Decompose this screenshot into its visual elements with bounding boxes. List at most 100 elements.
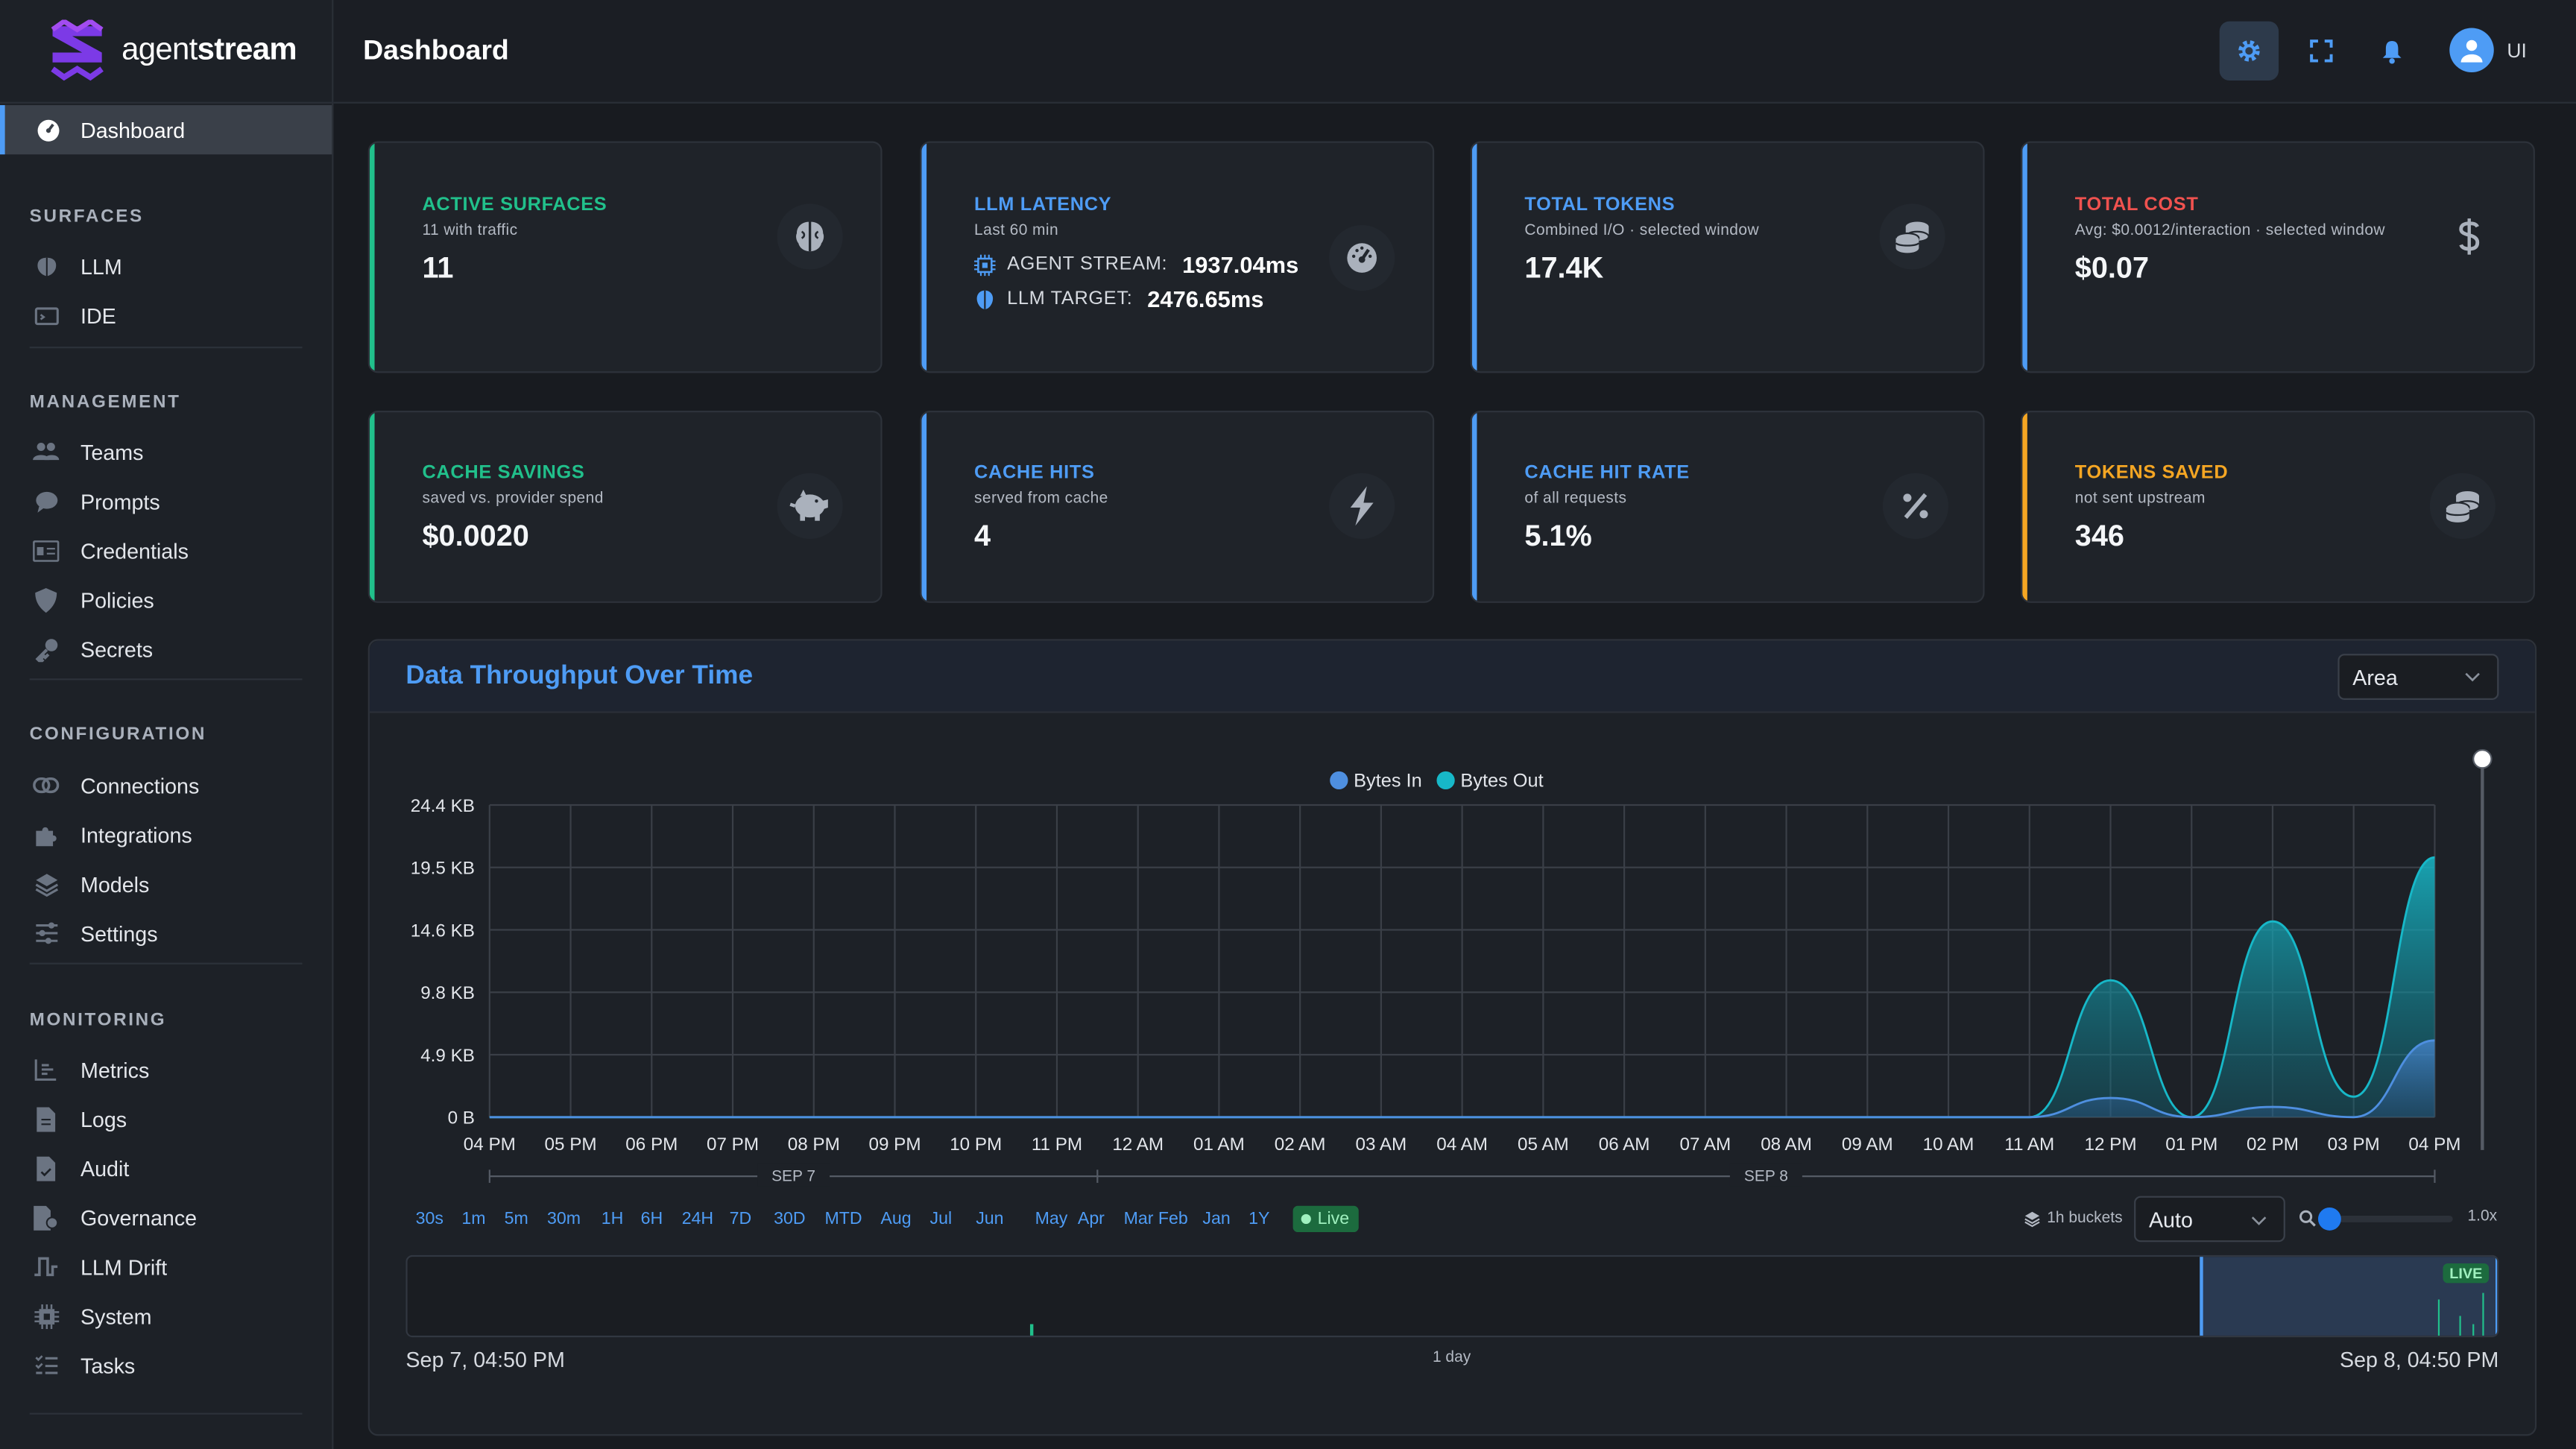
card-title: CACHE HITS	[974, 463, 1095, 484]
sidebar-item-dashboard[interactable]: Dashboard	[0, 105, 332, 155]
sidebar-item-settings[interactable]: Settings	[33, 917, 158, 950]
card-subtitle: Last 60 min	[974, 221, 1059, 240]
card-total-cost[interactable]: TOTAL COST Avg: $0.0012/interaction · se…	[2021, 141, 2535, 373]
range-button-feb[interactable]: Feb	[1158, 1209, 1188, 1229]
dashboard-icon	[37, 119, 60, 141]
card-subtitle: Avg: $0.0012/interaction · selected wind…	[2074, 221, 2385, 240]
range-button-30d[interactable]: 30D	[774, 1209, 806, 1229]
sidebar-item-llm-drift[interactable]: LLM Drift	[33, 1250, 167, 1283]
sidebar-item-audit[interactable]: Audit	[33, 1152, 129, 1184]
bucket-size-select[interactable]: Auto	[2134, 1196, 2285, 1243]
sidebar-item-prompts[interactable]: Prompts	[33, 484, 160, 517]
sidebar-item-label: Logs	[80, 1106, 127, 1131]
sidebar-item-label: System	[80, 1303, 152, 1329]
card-cache-savings[interactable]: CACHE SAVINGS saved vs. provider spend $…	[367, 411, 883, 603]
card-tokens-saved[interactable]: TOKENS SAVED not sent upstream 346	[2021, 411, 2535, 603]
y-tick-label: 19.5 KB	[411, 859, 475, 879]
sidebar-item-label: Connections	[80, 773, 200, 798]
fullscreen-button[interactable]	[2292, 22, 2351, 80]
section-title-monitoring: MONITORING	[29, 1010, 167, 1030]
throughput-panel: Data Throughput Over Time Area 0 B 4.9 KB…	[367, 639, 2537, 1436]
sidebar-item-connections[interactable]: Connections	[33, 769, 199, 802]
card-accent-bar	[1471, 412, 1477, 602]
sidebar-item-label: IDE	[80, 303, 116, 328]
range-button-mtd[interactable]: MTD	[824, 1209, 862, 1229]
sidebar-item-llm[interactable]: LLM	[33, 250, 122, 282]
range-button-6h[interactable]: 6H	[640, 1209, 663, 1229]
sidebar-item-ide[interactable]: IDE	[33, 299, 116, 332]
card-subtitle: 11 with traffic	[422, 221, 518, 240]
card-total-tokens[interactable]: TOTAL TOKENS Combined I/O · selected win…	[1470, 141, 1985, 373]
sidebar-item-label: Governance	[80, 1205, 198, 1230]
card-cache-hits[interactable]: CACHE HITS served from cache 4	[920, 411, 1435, 603]
range-button-1m[interactable]: 1m	[461, 1209, 486, 1229]
section-title-surfaces: SURFACES	[29, 206, 144, 227]
divider	[29, 678, 303, 681]
card-llm-latency[interactable]: LLM LATENCY Last 60 min AGENT STREAM: 19…	[920, 141, 1435, 373]
sidebar-item-integrations[interactable]: Integrations	[33, 818, 192, 851]
card-active-surfaces[interactable]: ACTIVE SURFACES 11 with traffic 11	[367, 141, 883, 373]
card-value: 5.1%	[1524, 519, 1592, 552]
sidebar-item-credentials[interactable]: Credentials	[33, 534, 189, 566]
date-label-bg	[757, 1163, 830, 1187]
chart-type-select[interactable]: Area	[2337, 654, 2499, 700]
x-tick-label: 11 PM	[1032, 1134, 1082, 1155]
notifications-button[interactable]	[2362, 22, 2421, 80]
zoom-icon	[2299, 1210, 2316, 1227]
sidebar-item-governance[interactable]: Governance	[33, 1201, 197, 1234]
sidebar-item-teams[interactable]: Teams	[33, 435, 143, 468]
piggy-bank-icon	[777, 473, 843, 539]
range-button-1h[interactable]: 1H	[601, 1209, 624, 1229]
minimap-spike	[2459, 1316, 2461, 1336]
range-button-mar[interactable]: Mar	[1123, 1209, 1154, 1229]
card-subtitle: of all requests	[1524, 489, 1627, 508]
range-button-5m[interactable]: 5m	[504, 1209, 528, 1229]
range-button-7d[interactable]: 7D	[729, 1209, 752, 1229]
range-button-30m[interactable]: 30m	[546, 1209, 581, 1229]
range-button-jun[interactable]: Jun	[976, 1209, 1004, 1229]
legend-marker	[1330, 771, 1348, 790]
zoom-value: 1.0x	[2467, 1208, 2498, 1226]
x-tick-label: 03 AM	[1356, 1134, 1407, 1155]
time-range-minimap[interactable]: LIVE	[405, 1254, 2499, 1338]
sidebar-item-secrets[interactable]: Secrets	[33, 633, 153, 666]
gavel-icon	[33, 1205, 59, 1231]
live-button[interactable]: Live	[1292, 1205, 1360, 1233]
y-tick-label: 4.9 KB	[420, 1046, 475, 1066]
card-accent-bar	[2022, 412, 2027, 602]
minimap-selection-window[interactable]: LIVE	[2200, 1257, 2498, 1336]
zoom-slider[interactable]	[2317, 1208, 2453, 1231]
sidebar-item-policies[interactable]: Policies	[33, 583, 154, 616]
range-button-aug[interactable]: Aug	[880, 1209, 912, 1229]
settings-button[interactable]	[2219, 21, 2279, 81]
range-button-24h[interactable]: 24H	[681, 1209, 714, 1229]
zoom-slider-thumb[interactable]	[2317, 1208, 2341, 1231]
brand[interactable]: agentstream	[0, 0, 332, 104]
y-tick-label: 0 B	[448, 1108, 475, 1128]
range-button-1y[interactable]: 1Y	[1248, 1209, 1270, 1229]
sidebar-item-system[interactable]: System	[33, 1299, 152, 1332]
range-button-may[interactable]: May	[1035, 1209, 1068, 1229]
series-area-bytes-out	[489, 857, 2435, 1117]
panel-header: Data Throughput Over Time Area	[369, 640, 2535, 713]
range-button-jul[interactable]: Jul	[929, 1209, 953, 1229]
sidebar-item-tasks[interactable]: Tasks	[33, 1349, 135, 1382]
sidebar-item-logs[interactable]: Logs	[33, 1102, 127, 1135]
range-button-apr[interactable]: Apr	[1077, 1209, 1105, 1229]
range-button-30s[interactable]: 30s	[415, 1209, 443, 1229]
range-button-jan[interactable]: Jan	[1202, 1209, 1231, 1229]
puzzle-icon	[33, 821, 59, 847]
brand-name: agentstream	[121, 33, 297, 68]
card-subtitle: not sent upstream	[2074, 489, 2206, 508]
sidebar-item-models[interactable]: Models	[33, 868, 149, 900]
sidebar-item-label: Teams	[80, 439, 144, 464]
card-cache-hit-rate[interactable]: CACHE HIT RATE of all requests 5.1%	[1470, 411, 1985, 603]
sidebar-item-label: Secrets	[80, 637, 154, 662]
chevron-down-icon	[2465, 672, 2480, 682]
user-name[interactable]: UI	[2507, 39, 2527, 63]
sidebar-item-metrics[interactable]: Metrics	[33, 1053, 149, 1086]
dollar-icon	[2437, 203, 2502, 269]
card-subtitle: saved vs. provider spend	[422, 489, 604, 508]
avatar[interactable]	[2449, 28, 2494, 72]
brain-icon	[976, 289, 994, 309]
